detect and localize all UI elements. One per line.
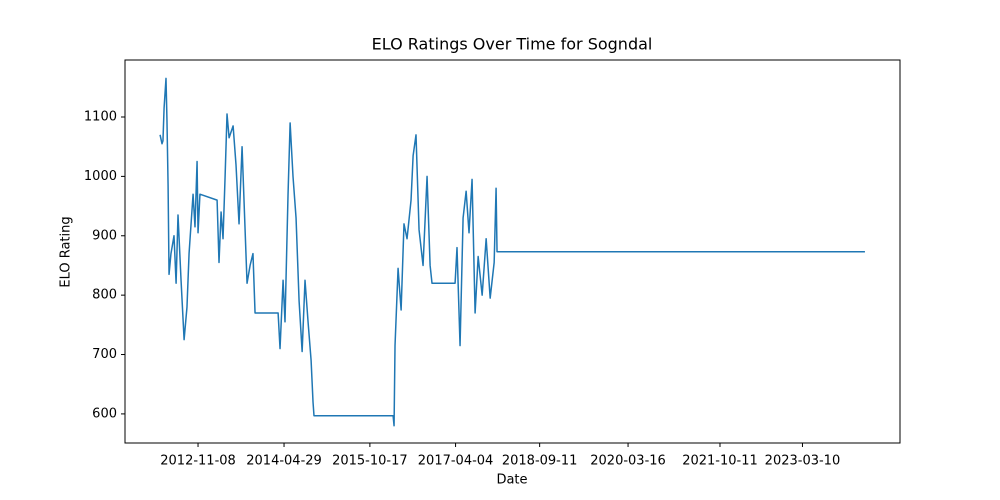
y-tick-label: 800 (92, 288, 117, 303)
x-tick-label: 2018-09-11 (502, 454, 578, 469)
x-tick-label: 2014-04-29 (246, 454, 322, 469)
y-tick-label: 600 (92, 406, 117, 421)
x-tick-label: 2021-10-11 (682, 454, 758, 469)
x-tick-label: 2017-04-04 (418, 454, 494, 469)
chart-title: ELO Ratings Over Time for Sogndal (372, 35, 653, 54)
plot-frame (124, 59, 901, 444)
x-tick-label: 2015-10-17 (332, 454, 408, 469)
data-line (159, 77, 865, 427)
y-tick-label: 700 (92, 347, 117, 362)
x-tick-label: 2020-03-16 (590, 454, 666, 469)
y-tick-label: 1000 (84, 169, 117, 184)
x-axis-label: Date (496, 473, 527, 488)
x-tick-label: 2012-11-08 (160, 454, 236, 469)
y-axis-label: ELO Rating (59, 216, 74, 287)
y-tick-label: 1100 (84, 110, 117, 125)
x-tick-label: 2023-03-10 (765, 454, 841, 469)
y-tick-label: 900 (92, 228, 117, 243)
